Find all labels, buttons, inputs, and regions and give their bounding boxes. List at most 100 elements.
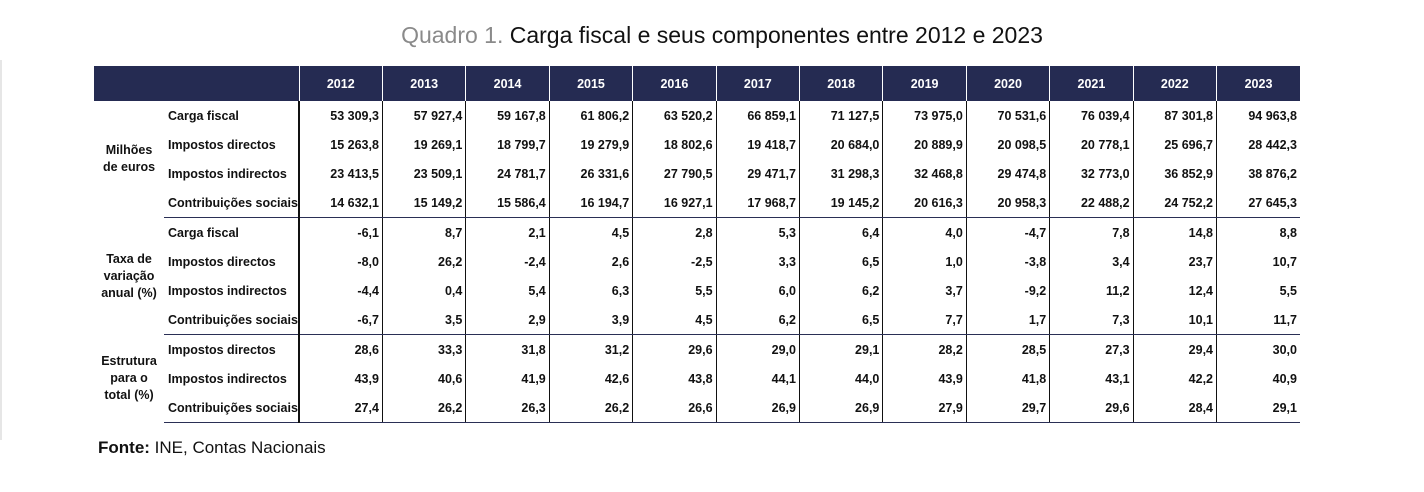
year-header: 2021 xyxy=(1049,66,1134,101)
row-label: Contribuições sociais xyxy=(164,305,300,335)
row-label: Impostos directos xyxy=(168,254,276,269)
value-cell: 26,9 xyxy=(715,393,800,423)
value-cell: 15 263,8 xyxy=(298,130,383,159)
header-corner xyxy=(94,66,300,101)
value-cell: 3,7 xyxy=(882,276,967,305)
source-text: INE, Contas Nacionais xyxy=(149,438,326,457)
value-cell: 11,2 xyxy=(1049,276,1134,305)
value-cell: 0,4 xyxy=(381,276,466,305)
value-cell: 7,3 xyxy=(1049,305,1134,335)
group-label-line: Taxa de xyxy=(106,251,152,266)
year-header: 2017 xyxy=(715,66,800,101)
value-cell: 8,7 xyxy=(381,217,466,247)
row-label: Impostos directos xyxy=(168,137,276,152)
value-cell: 26,2 xyxy=(381,247,466,276)
value-cell: 8,8 xyxy=(1216,217,1300,247)
value-cell: 42,6 xyxy=(548,364,633,393)
value-cell: 27 645,3 xyxy=(1216,188,1300,218)
value-cell: -6,1 xyxy=(298,217,383,247)
value-cell: 15 149,2 xyxy=(381,188,466,218)
value-cell: 5,5 xyxy=(632,276,717,305)
row-label: Contribuições sociais xyxy=(164,393,300,423)
value-cell: 17 968,7 xyxy=(715,188,800,218)
value-cell: 43,8 xyxy=(632,364,717,393)
value-cell: 2,6 xyxy=(548,247,633,276)
value-cell: 26,9 xyxy=(798,393,883,423)
value-cell: 53 309,3 xyxy=(298,101,383,130)
value-cell: 29,1 xyxy=(798,334,883,364)
value-cell: 2,8 xyxy=(632,217,717,247)
value-cell: 10,1 xyxy=(1132,305,1217,335)
value-cell: 10,7 xyxy=(1216,247,1300,276)
value-cell: 14 632,1 xyxy=(298,188,383,218)
value-cell: 4,0 xyxy=(882,217,967,247)
year-header: 2018 xyxy=(798,66,883,101)
value-cell: -9,2 xyxy=(965,276,1050,305)
value-cell: 23 413,5 xyxy=(298,159,383,188)
value-cell: 27,9 xyxy=(882,393,967,423)
value-cell: 5,5 xyxy=(1216,276,1300,305)
value-cell: 41,9 xyxy=(465,364,550,393)
table-row: Impostos indirectos 43,9 40,6 41,9 42,6 43,8 4… xyxy=(94,364,1300,393)
table-row: Contribuições sociais -6,7 3,5 2,9 3,9 4,5 6,2… xyxy=(94,305,1300,335)
value-cell: 15 586,4 xyxy=(465,188,550,218)
year-header: 2020 xyxy=(965,66,1050,101)
value-cell: 6,2 xyxy=(715,305,800,335)
value-cell: 31 298,3 xyxy=(798,159,883,188)
value-cell: 6,5 xyxy=(798,247,883,276)
value-cell: 2,9 xyxy=(465,305,550,335)
value-cell: 44,1 xyxy=(715,364,800,393)
value-cell: 31,2 xyxy=(548,334,633,364)
table-title-prefix: Quadro 1. xyxy=(401,22,504,48)
value-cell: 87 301,8 xyxy=(1132,101,1217,130)
value-cell: 3,4 xyxy=(1049,247,1134,276)
value-cell: 26,2 xyxy=(548,393,633,423)
value-cell: 1,7 xyxy=(965,305,1050,335)
value-cell: 20 778,1 xyxy=(1049,130,1134,159)
value-cell: 24 781,7 xyxy=(465,159,550,188)
value-cell: 31,8 xyxy=(465,334,550,364)
value-cell: -2,4 xyxy=(465,247,550,276)
value-cell: 28 442,3 xyxy=(1216,130,1300,159)
value-cell: 20 616,3 xyxy=(882,188,967,218)
value-cell: 36 852,9 xyxy=(1132,159,1217,188)
group-label-line: para o xyxy=(110,371,148,385)
value-cell: 28,4 xyxy=(1132,393,1217,423)
value-cell: 32 773,0 xyxy=(1049,159,1134,188)
value-cell: 42,2 xyxy=(1132,364,1217,393)
value-cell: 20 098,5 xyxy=(965,130,1050,159)
value-cell: 26,3 xyxy=(465,393,550,423)
table-header: 2012 2013 2014 2015 2016 2017 2018 2019 2020 2021… xyxy=(94,66,1300,101)
source-note: Fonte: INE, Contas Nacionais xyxy=(98,438,326,458)
value-cell: -3,8 xyxy=(965,247,1050,276)
group-label-line: variação xyxy=(103,268,155,283)
table-row: Impostos indirectos -4,4 0,4 5,4 6,3 5,5 6,0 6,… xyxy=(94,276,1300,305)
value-cell: -4,7 xyxy=(965,217,1050,247)
table-body: Milhões de euros Carga fiscal 53 309,3 57 92… xyxy=(94,101,1300,423)
value-cell: 30,0 xyxy=(1216,334,1300,364)
value-cell: -4,4 xyxy=(298,276,383,305)
table-row: Taxa de variação anual (%) Carga fiscal -6,1… xyxy=(94,217,1300,300)
value-cell: -6,7 xyxy=(298,305,383,335)
year-header: 2019 xyxy=(882,66,967,101)
year-header: 2013 xyxy=(381,66,466,101)
value-cell: 18 802,6 xyxy=(632,130,717,159)
value-cell: 11,7 xyxy=(1216,305,1300,335)
table-title: Quadro 1. Carga fiscal e seus componente… xyxy=(0,22,1424,49)
value-cell: 33,3 xyxy=(381,334,466,364)
value-cell: 61 806,2 xyxy=(548,101,633,130)
table-row: Contribuições sociais 27,4 26,2 26,3 26,2 26,… xyxy=(94,393,1300,423)
value-cell: 29 471,7 xyxy=(715,159,800,188)
value-cell: 22 488,2 xyxy=(1049,188,1134,218)
value-cell: 3,9 xyxy=(548,305,633,335)
value-cell: 29,6 xyxy=(632,334,717,364)
value-cell: 6,4 xyxy=(798,217,883,247)
value-cell: 29 474,8 xyxy=(965,159,1050,188)
value-cell: 3,3 xyxy=(715,247,800,276)
source-label: Fonte: xyxy=(98,438,150,457)
row-label: Contribuições sociais xyxy=(164,188,300,218)
year-header: 2015 xyxy=(548,66,633,101)
value-cell: 57 927,4 xyxy=(381,101,466,130)
value-cell: 23 509,1 xyxy=(381,159,466,188)
value-cell: 38 876,2 xyxy=(1216,159,1300,188)
